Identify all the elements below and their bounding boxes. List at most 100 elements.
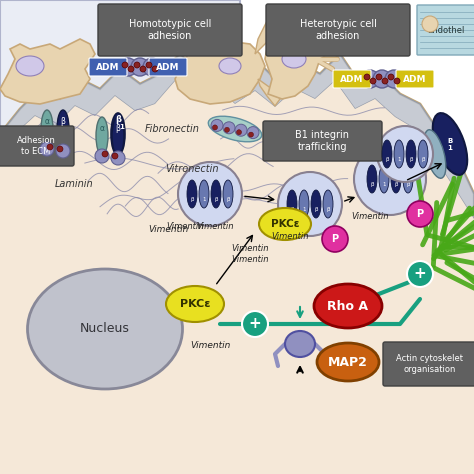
Text: Homototypic cell
adhesion: Homototypic cell adhesion bbox=[129, 19, 211, 41]
Ellipse shape bbox=[57, 110, 69, 148]
Text: Laminin: Laminin bbox=[55, 179, 94, 189]
Circle shape bbox=[178, 162, 242, 226]
Ellipse shape bbox=[403, 165, 413, 193]
Ellipse shape bbox=[259, 208, 311, 240]
Text: Vitronectin: Vitronectin bbox=[165, 164, 219, 174]
Polygon shape bbox=[258, 79, 280, 106]
Ellipse shape bbox=[317, 343, 379, 381]
Text: Heterotypic cell
adhesion: Heterotypic cell adhesion bbox=[300, 19, 376, 41]
Text: MAP2: MAP2 bbox=[328, 356, 368, 368]
Text: P: P bbox=[417, 209, 424, 219]
Text: β: β bbox=[61, 117, 65, 126]
Polygon shape bbox=[0, 54, 474, 474]
Text: Rho A: Rho A bbox=[328, 300, 368, 312]
Ellipse shape bbox=[406, 140, 416, 168]
Text: Nucleus: Nucleus bbox=[80, 322, 130, 336]
Ellipse shape bbox=[111, 113, 125, 155]
Text: Vimentin: Vimentin bbox=[351, 211, 389, 220]
Text: β: β bbox=[116, 124, 120, 133]
Circle shape bbox=[212, 125, 218, 130]
Circle shape bbox=[95, 149, 109, 163]
Ellipse shape bbox=[27, 269, 182, 389]
Circle shape bbox=[248, 132, 254, 137]
Circle shape bbox=[322, 226, 348, 252]
Text: Vimentin
Vimentin: Vimentin Vimentin bbox=[231, 244, 269, 264]
Circle shape bbox=[361, 70, 379, 88]
Ellipse shape bbox=[433, 113, 467, 175]
Text: β: β bbox=[394, 182, 398, 186]
Ellipse shape bbox=[166, 286, 224, 322]
Text: Endothel: Endothel bbox=[428, 26, 465, 35]
Circle shape bbox=[364, 74, 370, 80]
Ellipse shape bbox=[199, 180, 209, 208]
Ellipse shape bbox=[391, 165, 401, 193]
Text: PKCε: PKCε bbox=[271, 219, 299, 229]
Polygon shape bbox=[0, 54, 474, 219]
Text: B
1: B 1 bbox=[447, 137, 453, 151]
Ellipse shape bbox=[382, 140, 392, 168]
FancyBboxPatch shape bbox=[98, 4, 242, 56]
Text: P: P bbox=[331, 234, 338, 244]
FancyBboxPatch shape bbox=[263, 121, 382, 161]
Ellipse shape bbox=[285, 331, 315, 357]
Polygon shape bbox=[175, 39, 265, 104]
FancyBboxPatch shape bbox=[396, 70, 434, 88]
Text: β: β bbox=[314, 207, 318, 211]
Circle shape bbox=[377, 126, 433, 182]
Circle shape bbox=[47, 144, 53, 150]
Circle shape bbox=[119, 58, 137, 76]
Circle shape bbox=[354, 143, 426, 215]
Text: Vimentin: Vimentin bbox=[190, 341, 230, 350]
Text: ADM: ADM bbox=[403, 74, 427, 83]
Text: B1 integrin
trafficking: B1 integrin trafficking bbox=[295, 130, 349, 152]
Text: 1: 1 bbox=[302, 207, 306, 211]
Text: Adhesion
to ECM: Adhesion to ECM bbox=[17, 137, 55, 155]
Polygon shape bbox=[0, 39, 95, 104]
Text: ADM: ADM bbox=[340, 74, 364, 83]
Polygon shape bbox=[0, 0, 240, 284]
Circle shape bbox=[143, 58, 161, 76]
Text: Actin cytoskelet
organisation: Actin cytoskelet organisation bbox=[396, 354, 463, 374]
Circle shape bbox=[112, 153, 118, 159]
Circle shape bbox=[422, 16, 438, 32]
Circle shape bbox=[146, 62, 152, 68]
Ellipse shape bbox=[187, 180, 197, 208]
Text: +: + bbox=[414, 266, 427, 282]
Circle shape bbox=[56, 144, 70, 158]
Circle shape bbox=[382, 78, 388, 84]
Text: 1: 1 bbox=[119, 124, 125, 130]
Ellipse shape bbox=[323, 190, 333, 218]
Text: Vimentin: Vimentin bbox=[148, 225, 188, 234]
Circle shape bbox=[111, 151, 125, 165]
Ellipse shape bbox=[418, 140, 428, 168]
Circle shape bbox=[407, 261, 433, 287]
Circle shape bbox=[211, 119, 223, 131]
Text: 1: 1 bbox=[382, 182, 386, 186]
Text: ADM: ADM bbox=[96, 63, 120, 72]
Text: β: β bbox=[385, 156, 389, 162]
Ellipse shape bbox=[299, 190, 309, 218]
Text: Vimentin: Vimentin bbox=[271, 231, 309, 240]
Circle shape bbox=[40, 142, 54, 156]
Circle shape bbox=[235, 124, 247, 136]
Text: β: β bbox=[409, 156, 413, 162]
FancyBboxPatch shape bbox=[383, 342, 474, 386]
FancyBboxPatch shape bbox=[417, 5, 474, 55]
Text: 1: 1 bbox=[397, 156, 401, 162]
Circle shape bbox=[102, 151, 108, 157]
Text: β: β bbox=[326, 207, 330, 211]
Circle shape bbox=[385, 70, 403, 88]
Text: β: β bbox=[214, 197, 218, 201]
Circle shape bbox=[152, 66, 158, 72]
Ellipse shape bbox=[394, 140, 404, 168]
Text: β: β bbox=[421, 156, 425, 162]
Text: PKCε: PKCε bbox=[180, 299, 210, 309]
Ellipse shape bbox=[379, 165, 389, 193]
Ellipse shape bbox=[223, 180, 233, 208]
Circle shape bbox=[388, 74, 394, 80]
Text: β: β bbox=[226, 197, 230, 201]
Circle shape bbox=[242, 311, 268, 337]
Ellipse shape bbox=[424, 130, 446, 178]
Text: α: α bbox=[45, 117, 49, 126]
Ellipse shape bbox=[112, 117, 124, 155]
